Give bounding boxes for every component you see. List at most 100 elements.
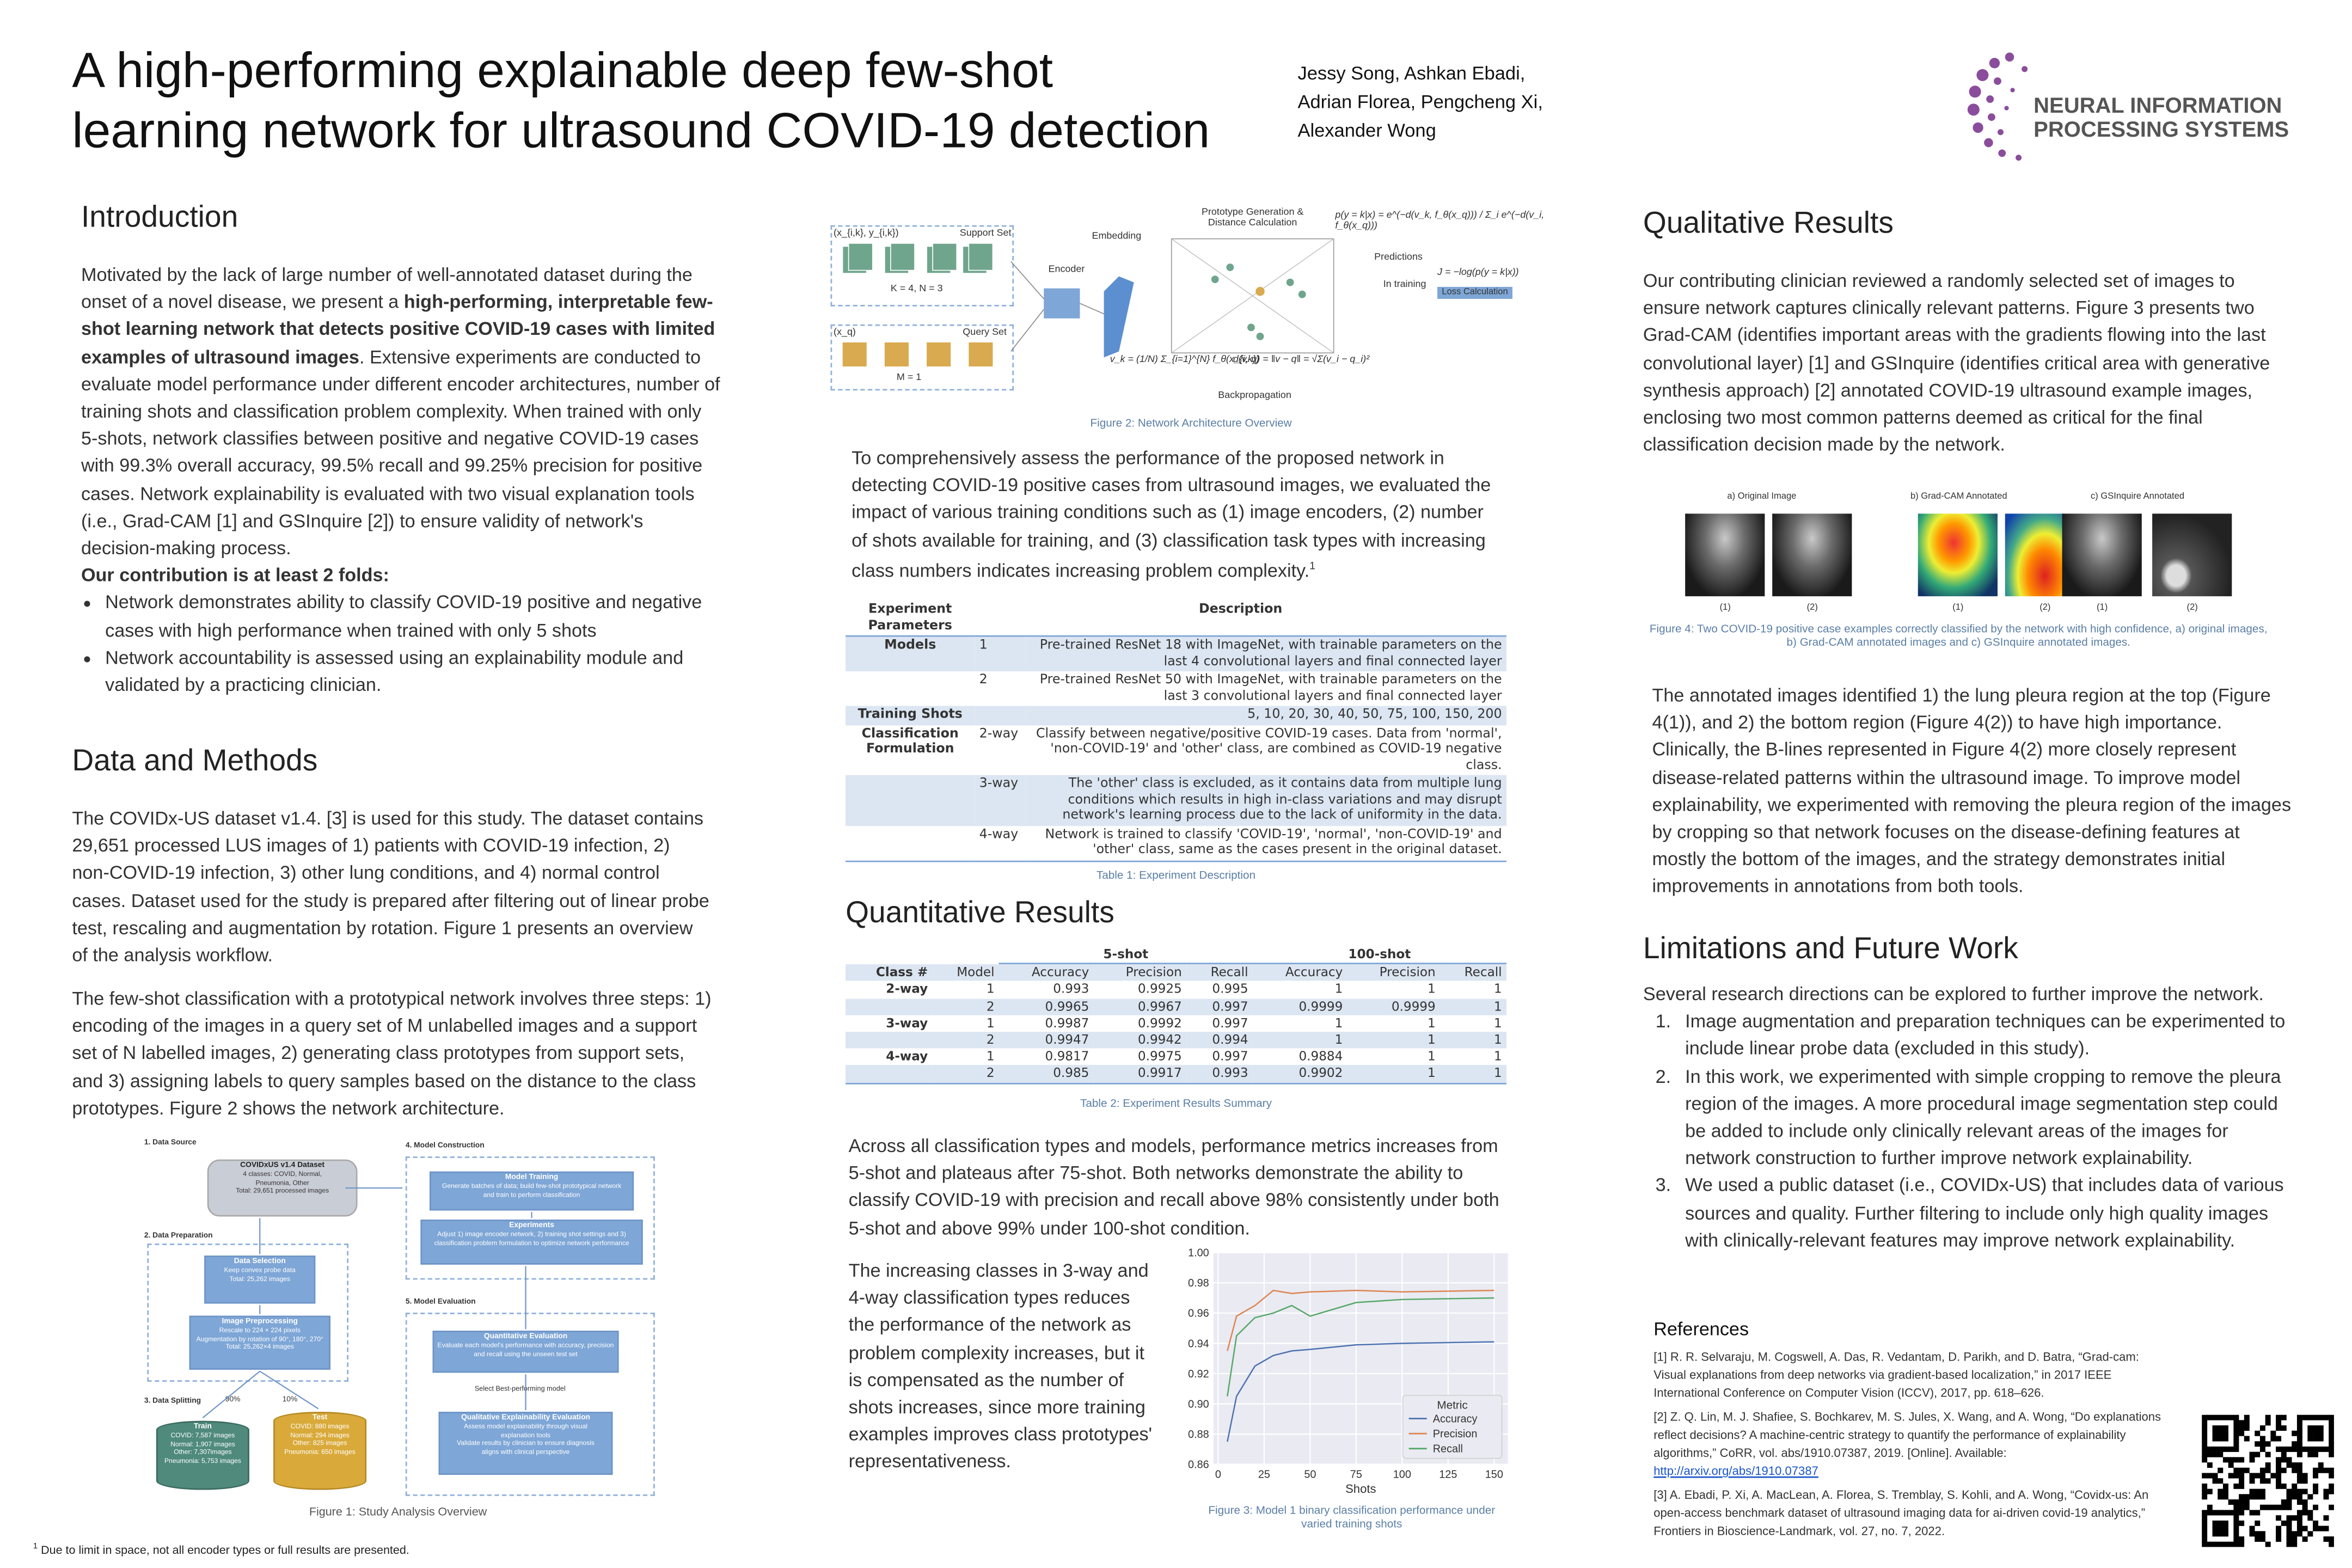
qr-module <box>2202 1457 2208 1463</box>
qr-module <box>2318 1446 2324 1452</box>
section-label: 5. Model Evaluation <box>405 1297 476 1307</box>
qr-module <box>2296 1430 2302 1436</box>
value-cell: 0.9902 <box>1298 1065 1343 1081</box>
header-cell: Accuracy <box>1285 964 1343 980</box>
qr-module <box>2296 1462 2302 1468</box>
x-tick-label: 50 <box>1304 1468 1316 1480</box>
qr-module <box>2307 1515 2313 1521</box>
qr-module <box>2222 1430 2228 1436</box>
qr-module <box>2313 1451 2319 1457</box>
value-cell: 1 <box>1427 1065 1436 1081</box>
model-cell: 1 <box>986 981 995 997</box>
value-cell: 1 <box>1493 981 1502 997</box>
box-title: Quantitative Evaluation <box>483 1332 568 1342</box>
qr-module <box>2329 1425 2334 1431</box>
qr-module <box>2244 1499 2250 1505</box>
qr-module <box>2222 1446 2228 1452</box>
qr-module <box>2265 1414 2271 1420</box>
qr-module <box>2276 1536 2282 1542</box>
sub-cell: 4-way <box>979 826 1019 842</box>
qr-module <box>2296 1473 2302 1479</box>
qr-module <box>2270 1436 2276 1442</box>
qr-module <box>2239 1425 2245 1431</box>
qr-module <box>2329 1420 2334 1426</box>
qr-module <box>2218 1451 2224 1457</box>
qr-module <box>2281 1520 2287 1526</box>
table-row: 4-way Network is trained to classify 'COV… <box>846 825 1506 861</box>
qr-module <box>2202 1420 2208 1426</box>
box-text: Adjust 1) image encoder network, 2) trai… <box>437 1230 626 1239</box>
header-cell: Class # <box>875 964 928 979</box>
qr-module <box>2233 1441 2239 1447</box>
table-row: 4-way 1 0.9817 0.9975 0.997 0.9884 1 1 <box>846 1049 1506 1065</box>
x-tick-label: 100 <box>1393 1468 1411 1480</box>
sub-cell: 1 <box>979 638 988 654</box>
figure-caption: Figure 3: Model 1 binary classification … <box>1208 1503 1496 1531</box>
param-cell: Models <box>884 638 936 654</box>
qr-module <box>2244 1420 2250 1426</box>
qr-module <box>2313 1446 2319 1452</box>
list-item: In this work, we experimented with simpl… <box>1676 1063 2298 1172</box>
qr-module <box>2286 1462 2292 1468</box>
value-cell: 1 <box>1493 1065 1502 1081</box>
value-cell: 1 <box>1427 1015 1436 1030</box>
qr-module <box>2207 1451 2213 1457</box>
param-cell: Training Shots <box>857 707 963 722</box>
qr-module <box>2228 1457 2234 1463</box>
qr-module <box>2233 1420 2239 1426</box>
reference-link[interactable]: http://arxiv.org/abs/1910.07387 <box>1653 1464 1818 1478</box>
qr-module <box>2212 1473 2218 1479</box>
group-border <box>405 1156 655 1280</box>
formula: d(v, q) = ‖v − q‖ = √Σ(v_i − q_i)² <box>1233 354 1370 365</box>
value-cell: 0.9965 <box>1045 998 1089 1013</box>
table-row: 2 0.9965 0.9967 0.997 0.9999 0.9999 1 <box>846 998 1506 1015</box>
qr-module <box>2255 1494 2261 1500</box>
qr-module <box>2276 1420 2282 1426</box>
qr-module <box>2233 1541 2239 1547</box>
qr-module <box>2276 1436 2282 1442</box>
qr-module <box>2222 1457 2228 1463</box>
value-cell: 0.985 <box>1053 1065 1089 1081</box>
qr-module <box>2307 1414 2313 1420</box>
qr-module <box>2218 1541 2224 1547</box>
qr-module <box>2228 1541 2234 1547</box>
split-label: 10% <box>282 1395 298 1405</box>
qr-module <box>2255 1441 2261 1447</box>
qr-module <box>2202 1531 2208 1537</box>
qr-module <box>2255 1510 2261 1516</box>
header-cell: Experiment Parameters <box>868 602 952 633</box>
qr-module <box>2329 1483 2334 1489</box>
y-tick-label: 0.94 <box>1188 1338 1209 1350</box>
qr-module <box>2207 1541 2213 1547</box>
qr-module <box>2329 1430 2334 1436</box>
qr-module <box>2296 1494 2302 1500</box>
qr-module <box>2202 1430 2208 1436</box>
qr-module <box>2202 1451 2208 1457</box>
qr-module <box>2276 1483 2282 1489</box>
qr-module <box>2323 1414 2329 1420</box>
qr-module <box>2207 1510 2213 1516</box>
paragraph: Our contributing clinician reviewed a ra… <box>1643 270 2270 456</box>
qr-module <box>2202 1536 2208 1542</box>
qr-module <box>2286 1520 2292 1526</box>
ultrasound-image <box>1685 513 1765 597</box>
process-box: Quantitative Evaluation Evaluate each mo… <box>432 1331 619 1373</box>
y-tick-label: 0.90 <box>1188 1398 1209 1410</box>
qr-module <box>2329 1536 2334 1542</box>
qr-module <box>2323 1494 2329 1500</box>
qr-module <box>2222 1425 2228 1431</box>
section-heading: Data and Methods <box>72 745 318 778</box>
qr-module <box>2296 1499 2302 1505</box>
figure-label: Backpropagation <box>1218 390 1291 401</box>
qr-module <box>2249 1531 2255 1537</box>
qr-module <box>2286 1531 2292 1537</box>
qr-module <box>2218 1430 2224 1436</box>
qr-module <box>2286 1504 2292 1510</box>
section-label: 3. Data Splitting <box>144 1396 201 1406</box>
qr-module <box>2281 1504 2287 1510</box>
sub-cell: 2 <box>979 672 988 688</box>
qr-module <box>2302 1489 2308 1494</box>
sub-label: (2) <box>2039 603 2051 613</box>
group-cell: 5-shot <box>999 946 1253 965</box>
line <box>1227 1341 1494 1442</box>
